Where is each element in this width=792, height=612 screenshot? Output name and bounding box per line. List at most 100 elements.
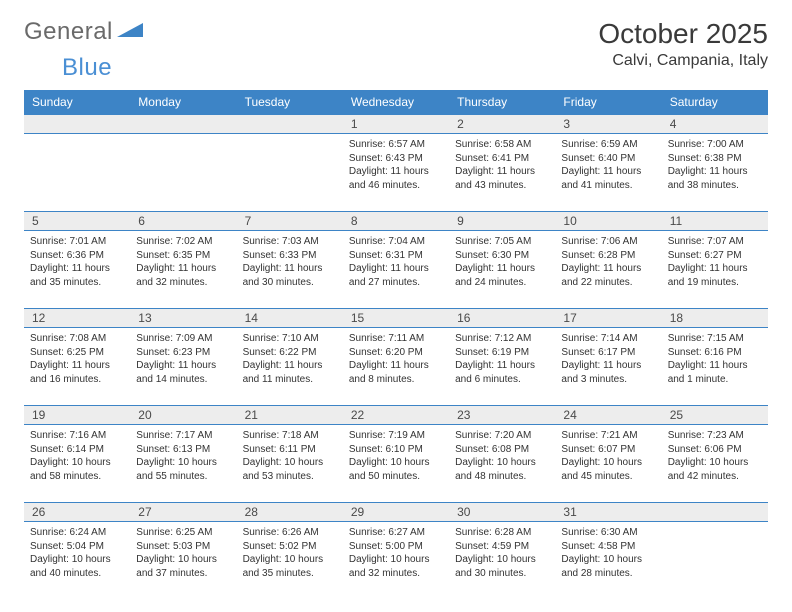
sunrise-value: 7:08 AM [69,333,106,344]
sunrise-label: Sunrise: [561,139,598,150]
sunset-value: 6:20 PM [386,347,423,358]
sunrise-value: 7:19 AM [388,430,425,441]
sunrise-value: 7:20 AM [495,430,532,441]
day-number: 14 [237,309,343,328]
sunrise-label: Sunrise: [668,139,705,150]
day-cell: Sunrise: 7:07 AMSunset: 6:27 PMDaylight:… [662,231,768,309]
daylight-label: Daylight: [455,554,494,565]
day-cell-content: Sunrise: 7:08 AMSunset: 6:25 PMDaylight:… [30,332,124,386]
day-number: 9 [449,212,555,231]
day-cell: Sunrise: 6:28 AMSunset: 4:59 PMDaylight:… [449,522,555,600]
sunrise-label: Sunrise: [455,527,492,538]
day-number: 22 [343,406,449,425]
day-header: Wednesday [343,90,449,115]
sunrise-label: Sunrise: [455,139,492,150]
sunset-value: 4:59 PM [492,541,529,552]
sunset-line: Sunset: 5:03 PM [136,540,230,554]
sunrise-value: 7:18 AM [282,430,319,441]
sunset-label: Sunset: [136,444,170,455]
day-cell: Sunrise: 7:17 AMSunset: 6:13 PMDaylight:… [130,425,236,503]
day-header: Saturday [662,90,768,115]
daylight-line: Daylight: 11 hours and 30 minutes. [243,262,337,289]
sunset-value: 6:14 PM [67,444,104,455]
sunset-label: Sunset: [455,541,489,552]
sunset-label: Sunset: [668,444,702,455]
day-cell-content: Sunrise: 7:06 AMSunset: 6:28 PMDaylight:… [561,235,655,289]
sunrise-line: Sunrise: 7:17 AM [136,429,230,443]
daylight-label: Daylight: [243,457,282,468]
day-cell: Sunrise: 6:24 AMSunset: 5:04 PMDaylight:… [24,522,130,600]
location: Calvi, Campania, Italy [598,52,768,70]
daylight-line: Daylight: 10 hours and 40 minutes. [30,553,124,580]
sunset-line: Sunset: 6:35 PM [136,249,230,263]
sunrise-value: 7:06 AM [601,236,638,247]
sunrise-value: 7:23 AM [707,430,744,441]
sunset-line: Sunset: 5:00 PM [349,540,443,554]
sunset-label: Sunset: [243,250,277,261]
daylight-label: Daylight: [668,166,707,177]
day-number: 20 [130,406,236,425]
sunrise-line: Sunrise: 7:23 AM [668,429,762,443]
sunrise-value: 6:57 AM [388,139,425,150]
sunset-line: Sunset: 6:27 PM [668,249,762,263]
sunset-value: 6:33 PM [279,250,316,261]
sunset-line: Sunset: 6:28 PM [561,249,655,263]
sunrise-value: 7:04 AM [388,236,425,247]
sunrise-line: Sunrise: 7:18 AM [243,429,337,443]
sunrise-value: 7:10 AM [282,333,319,344]
sunset-value: 6:06 PM [704,444,741,455]
daylight-line: Daylight: 11 hours and 11 minutes. [243,359,337,386]
day-cell-content: Sunrise: 7:14 AMSunset: 6:17 PMDaylight:… [561,332,655,386]
day-cell-content: Sunrise: 7:21 AMSunset: 6:07 PMDaylight:… [561,429,655,483]
sunset-line: Sunset: 6:30 PM [455,249,549,263]
sunset-value: 6:43 PM [386,153,423,164]
day-cell-content: Sunrise: 7:15 AMSunset: 6:16 PMDaylight:… [668,332,762,386]
sunset-label: Sunset: [136,250,170,261]
day-cell: Sunrise: 6:58 AMSunset: 6:41 PMDaylight:… [449,134,555,212]
sunrise-value: 6:30 AM [601,527,638,538]
day-number: 1 [343,115,449,134]
sunset-label: Sunset: [136,541,170,552]
day-cell: Sunrise: 7:14 AMSunset: 6:17 PMDaylight:… [555,328,661,406]
day-cell-content: Sunrise: 7:09 AMSunset: 6:23 PMDaylight:… [136,332,230,386]
daylight-label: Daylight: [30,263,69,274]
day-number: 3 [555,115,661,134]
sunset-line: Sunset: 6:33 PM [243,249,337,263]
day-cell-content: Sunrise: 7:01 AMSunset: 6:36 PMDaylight:… [30,235,124,289]
sunset-line: Sunset: 6:19 PM [455,346,549,360]
sunset-value: 6:17 PM [598,347,635,358]
daylight-line: Daylight: 11 hours and 35 minutes. [30,262,124,289]
sunrise-value: 6:58 AM [495,139,532,150]
sunrise-line: Sunrise: 6:30 AM [561,526,655,540]
day-header: Friday [555,90,661,115]
day-cell: Sunrise: 7:21 AMSunset: 6:07 PMDaylight:… [555,425,661,503]
sunset-value: 4:58 PM [598,541,635,552]
daylight-label: Daylight: [243,263,282,274]
daylight-label: Daylight: [136,263,175,274]
sunrise-label: Sunrise: [136,333,173,344]
day-number: 12 [24,309,130,328]
sunset-label: Sunset: [30,250,64,261]
sunrise-label: Sunrise: [30,236,67,247]
day-number: 30 [449,503,555,522]
sunrise-value: 7:07 AM [707,236,744,247]
sunset-label: Sunset: [668,250,702,261]
sunrise-label: Sunrise: [243,333,280,344]
sunset-line: Sunset: 6:14 PM [30,443,124,457]
sunset-line: Sunset: 6:20 PM [349,346,443,360]
daylight-label: Daylight: [561,166,600,177]
sunset-value: 5:02 PM [279,541,316,552]
daylight-label: Daylight: [136,554,175,565]
sunrise-line: Sunrise: 7:21 AM [561,429,655,443]
sunrise-value: 7:01 AM [69,236,106,247]
daylight-label: Daylight: [349,554,388,565]
sunrise-label: Sunrise: [349,430,386,441]
daynum-row: 262728293031 [24,503,768,522]
day-cell-content: Sunrise: 7:23 AMSunset: 6:06 PMDaylight:… [668,429,762,483]
day-number: 27 [130,503,236,522]
day-cell: Sunrise: 7:23 AMSunset: 6:06 PMDaylight:… [662,425,768,503]
daylight-label: Daylight: [349,263,388,274]
day-cell [662,522,768,600]
sunrise-line: Sunrise: 7:01 AM [30,235,124,249]
sunset-value: 6:13 PM [173,444,210,455]
